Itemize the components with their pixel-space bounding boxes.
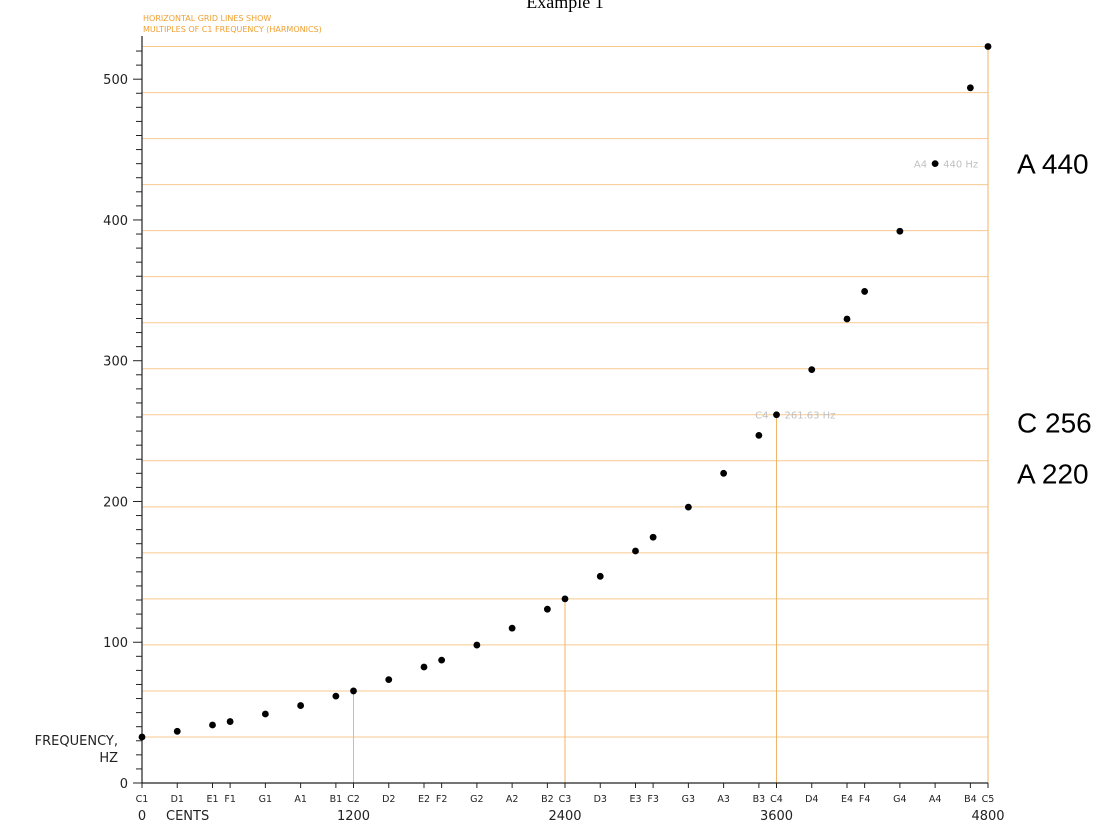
data-point-g1 bbox=[261, 710, 269, 718]
x-note-label: E1 bbox=[206, 794, 218, 805]
x-note-label: E2 bbox=[418, 794, 430, 805]
y-axis-title-line-2: HZ bbox=[99, 751, 118, 766]
y-tick-label: 200 bbox=[103, 495, 128, 510]
x-note-label: G4 bbox=[893, 794, 906, 805]
data-point-a1 bbox=[297, 702, 305, 709]
harmonic-gridlines bbox=[142, 46, 988, 738]
x-note-label: F2 bbox=[436, 794, 448, 805]
data-point-a3 bbox=[720, 469, 728, 477]
x-note-label: D3 bbox=[594, 794, 607, 805]
x-axis-ticks: C1 D1 E1 F1 G1 A1 B1 C2 D2 E2 F2 G2 A2 B2 C3 D3 E3 F3 G3 A3… bbox=[136, 783, 1005, 824]
x-note-label: C5 bbox=[982, 794, 995, 805]
data-point-b1 bbox=[332, 692, 340, 700]
x-note-label: F3 bbox=[647, 794, 659, 805]
x-note-label: F4 bbox=[859, 794, 871, 805]
grid-note-line-1: HORIZONTAL GRID LINES SHOW bbox=[143, 14, 271, 23]
y-tick-label: 500 bbox=[103, 73, 128, 88]
y-axis-title-line-1: FREQUENCY, bbox=[35, 734, 118, 749]
data-point-f1 bbox=[226, 718, 234, 725]
annotations: A4 440 Hz C4 261.63 Hz bbox=[755, 160, 978, 422]
data-point-c3 bbox=[561, 595, 569, 603]
x-note-label: E4 bbox=[841, 794, 853, 805]
x-note-label: B1 bbox=[330, 794, 343, 805]
x-note-label: A2 bbox=[506, 794, 519, 805]
x-note-label: B4 bbox=[964, 794, 977, 805]
data-point-g3 bbox=[684, 503, 692, 511]
data-point-f4 bbox=[861, 288, 869, 295]
x-note-label: C3 bbox=[559, 794, 572, 805]
x-cents-label: 4800 bbox=[971, 809, 1004, 824]
annotation-frequency: 261.63 Hz bbox=[785, 411, 836, 422]
side-label: C 256 bbox=[1017, 408, 1092, 439]
data-point-d2 bbox=[385, 676, 393, 684]
data-point-d3 bbox=[596, 572, 604, 580]
y-tick-label: 0 bbox=[120, 777, 128, 792]
data-point-b3 bbox=[755, 432, 763, 439]
x-cents-label: 0 bbox=[138, 809, 146, 824]
grid-note-line-2: MULTIPLES OF C1 FREQUENCY (HARMONICS) bbox=[143, 25, 322, 34]
data-point-c1 bbox=[138, 733, 146, 741]
data-point-d4 bbox=[808, 366, 816, 374]
data-point-c4 bbox=[773, 411, 780, 419]
x-cents-label: 2400 bbox=[548, 809, 581, 824]
y-tick-label: 400 bbox=[103, 214, 128, 229]
data-point-e3 bbox=[632, 547, 639, 555]
x-note-label: G2 bbox=[470, 794, 483, 805]
data-point-f3 bbox=[649, 533, 657, 541]
octave-marker-lines bbox=[353, 44, 989, 783]
annotation-note: A4 bbox=[914, 160, 927, 171]
x-cents-label: 1200 bbox=[337, 809, 370, 824]
data-point-c2 bbox=[350, 687, 357, 695]
data-point-a4 bbox=[931, 160, 939, 168]
x-cents-label: 3600 bbox=[760, 809, 793, 824]
side-label: A 440 bbox=[1017, 149, 1089, 180]
x-note-label: C2 bbox=[347, 794, 360, 805]
x-note-label: D1 bbox=[171, 794, 184, 805]
data-point-b4 bbox=[966, 84, 974, 92]
data-point-e2 bbox=[420, 663, 428, 671]
data-point-c5 bbox=[984, 43, 992, 50]
x-note-label: B2 bbox=[541, 794, 554, 805]
x-note-label: D2 bbox=[382, 794, 395, 805]
x-note-label: A4 bbox=[929, 794, 942, 805]
side-labels: A 440 C 256 A 220 bbox=[1017, 149, 1092, 490]
data-points bbox=[138, 43, 992, 741]
annotation-frequency: 440 Hz bbox=[943, 160, 978, 171]
data-point-f2 bbox=[438, 656, 446, 664]
data-point-e1 bbox=[209, 721, 216, 729]
x-note-label: D4 bbox=[805, 794, 818, 805]
data-point-d1 bbox=[173, 727, 181, 735]
y-axis-ticks: 0 100 200 300 400 500 bbox=[103, 50, 142, 792]
x-note-label: E3 bbox=[629, 794, 641, 805]
data-point-g2 bbox=[473, 641, 481, 649]
side-label: A 220 bbox=[1017, 458, 1089, 489]
y-tick-label: 300 bbox=[103, 355, 128, 370]
data-point-b2 bbox=[543, 605, 551, 613]
data-point-a2 bbox=[508, 624, 516, 632]
x-note-label: B3 bbox=[753, 794, 766, 805]
x-axis-title: CENTS bbox=[166, 809, 209, 824]
data-point-e4 bbox=[843, 315, 851, 323]
x-note-label: A1 bbox=[294, 794, 307, 805]
page-heading: Example 1 bbox=[526, 0, 603, 12]
x-note-label: A3 bbox=[717, 794, 730, 805]
annotation-note: C4 bbox=[755, 411, 768, 422]
data-point-g4 bbox=[896, 227, 904, 235]
x-note-label: G3 bbox=[682, 794, 695, 805]
x-note-label: F1 bbox=[224, 794, 236, 805]
x-note-label: C1 bbox=[136, 794, 149, 805]
x-note-label: G1 bbox=[259, 794, 272, 805]
x-note-label: C4 bbox=[770, 794, 783, 805]
y-tick-label: 100 bbox=[103, 636, 128, 651]
